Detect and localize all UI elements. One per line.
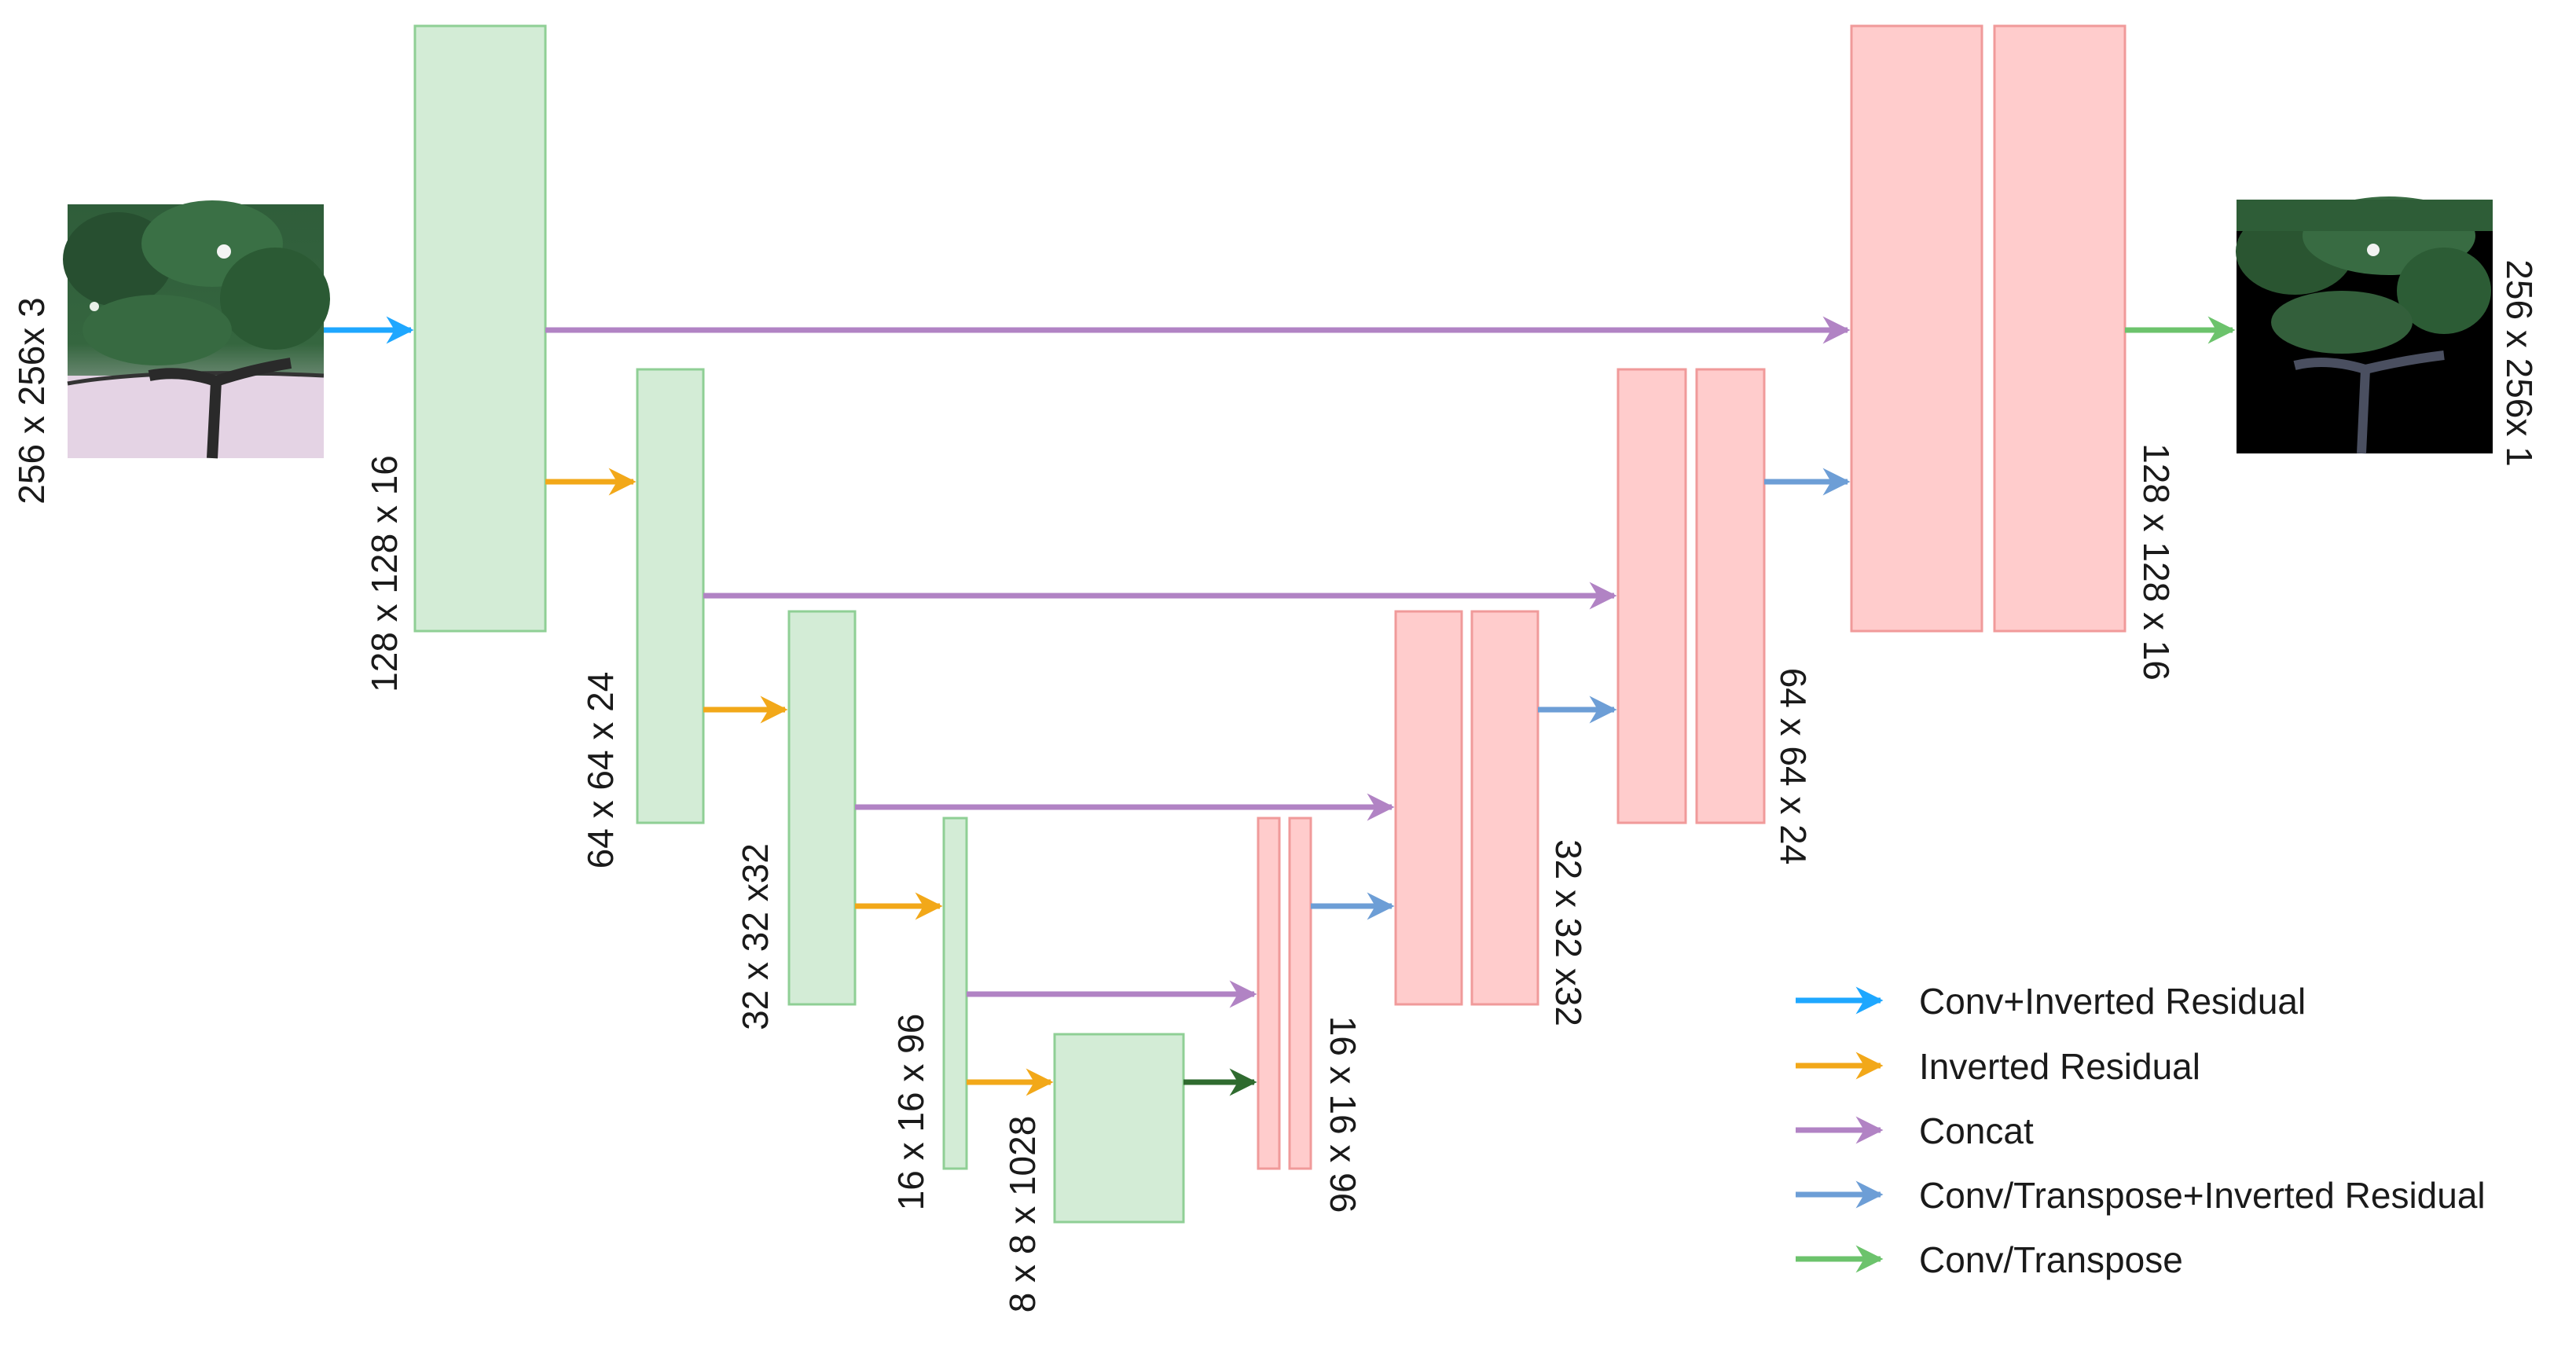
decoder-4-label: 128 x 128 x 16: [2136, 443, 2177, 681]
legend-label-inverted-residual: Inverted Residual: [1919, 1046, 2200, 1087]
output-image: [2236, 196, 2493, 454]
decoder-3-label: 64 x 64 x 24: [1773, 668, 1814, 865]
legend-label-conv-transpose-ir: Conv/Transpose+Inverted Residual: [1919, 1175, 2486, 1216]
encoder-3-label: 32 x 32 x32: [735, 843, 776, 1030]
legend-label-conv-inverted-residual: Conv+Inverted Residual: [1919, 981, 2306, 1022]
encoder-block-3: [787, 610, 857, 1006]
decoder-block-4b: [1993, 24, 2126, 633]
encoder-block-4: [942, 817, 968, 1170]
decoder-block-2b: [1470, 610, 1539, 1006]
decoder-block-2a: [1394, 610, 1463, 1006]
encoder-block-5-bottleneck: [1053, 1033, 1185, 1224]
encoder-5-label: 8 x 8 x 1028: [1002, 1116, 1043, 1313]
legend-label-conv-transpose: Conv/Transpose: [1919, 1239, 2183, 1280]
decoder-2-label: 32 x 32 x32: [1548, 839, 1589, 1026]
output-size-label: 256 x 256x 1: [2499, 259, 2540, 466]
decoder-block-3a: [1616, 368, 1687, 824]
legend-label-concat: Concat: [1919, 1110, 2034, 1151]
decoder-block-1b: [1288, 817, 1312, 1170]
encoder-4-label: 16 x 16 x 96: [890, 1014, 931, 1211]
encoder-block-2: [636, 368, 705, 824]
decoder-block-3b: [1695, 368, 1766, 824]
decoder-block-4a: [1850, 24, 1983, 633]
decoder-1-label: 16 x 16 x 96: [1323, 1016, 1363, 1213]
input-image: [63, 200, 330, 459]
encoder-2-label: 64 x 64 x 24: [580, 672, 621, 869]
encoder-1-label: 128 x 128 x 16: [364, 455, 405, 692]
decoder-block-1a: [1257, 817, 1281, 1170]
encoder-block-1: [413, 24, 547, 633]
input-size-label: 256 x 256x 3: [11, 297, 52, 504]
legend: Conv+Inverted Residual Inverted Residual…: [1796, 981, 2486, 1280]
